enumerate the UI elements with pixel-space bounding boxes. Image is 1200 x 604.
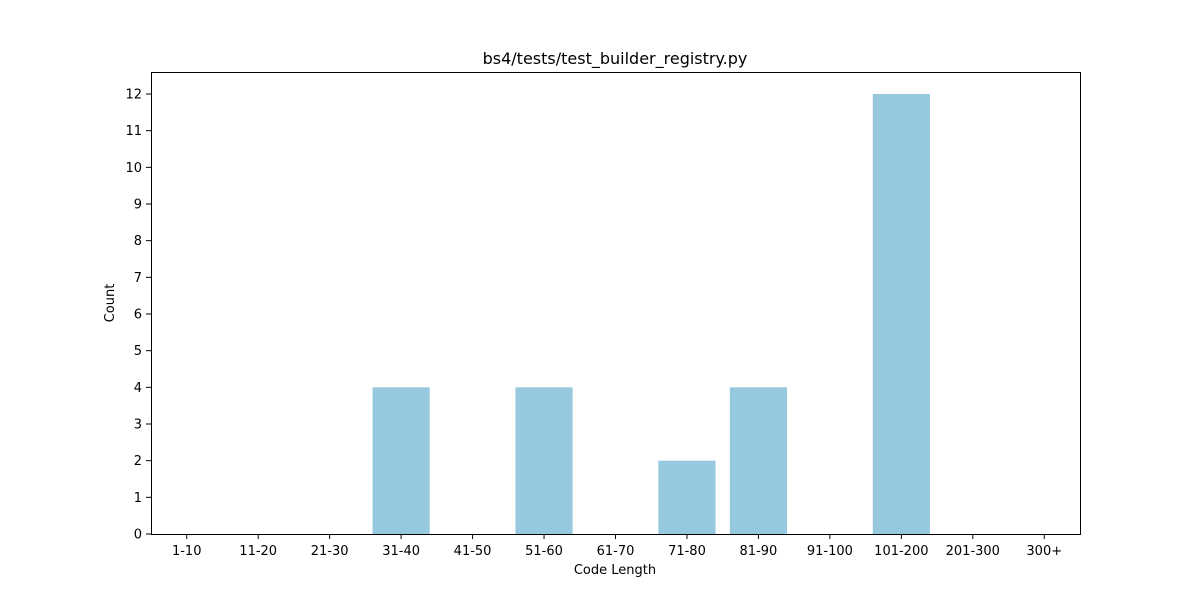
bar-51-60 (515, 387, 573, 534)
bar-101-200 (872, 94, 930, 534)
x-tick-label: 81-90 (740, 544, 778, 559)
y-tick-label: 11 (125, 124, 142, 139)
y-axis-label: Count (103, 284, 118, 323)
bar-31-40 (372, 387, 430, 534)
y-tick-label: 5 (134, 344, 142, 359)
x-axis-label: Code Length (574, 563, 656, 578)
x-tick-label: 21-30 (311, 544, 349, 559)
x-tick-label: 41-50 (454, 544, 492, 559)
y-tick-label: 8 (134, 234, 142, 249)
y-tick-label: 3 (134, 418, 142, 433)
x-axis-ticks: 1-10 11-20 21-30 31-40 41-50 51-60 61-70 71-80 8… (172, 534, 1062, 559)
bars-layer (372, 94, 930, 534)
x-tick-label: 101-200 (874, 544, 928, 559)
y-tick-label: 6 (134, 308, 142, 323)
y-tick-label: 0 (134, 528, 142, 543)
x-tick-label: 11-20 (239, 544, 277, 559)
chart-title: bs4/tests/test_builder_registry.py (483, 49, 748, 69)
x-tick-label: 201-300 (946, 544, 1000, 559)
y-tick-label: 9 (134, 198, 142, 213)
x-tick-label: 31-40 (382, 544, 420, 559)
y-tick-label: 4 (134, 381, 142, 396)
x-tick-label: 1-10 (172, 544, 202, 559)
y-tick-label: 7 (134, 271, 142, 286)
x-tick-label: 61-70 (597, 544, 635, 559)
x-tick-label: 51-60 (525, 544, 563, 559)
x-tick-label: 300+ (1026, 544, 1062, 559)
x-tick-label: 91-100 (807, 544, 853, 559)
y-tick-label: 12 (125, 88, 142, 103)
x-tick-label: 71-80 (668, 544, 706, 559)
bar-81-90 (729, 387, 788, 534)
y-tick-label: 1 (134, 491, 142, 506)
y-tick-label: 10 (125, 161, 142, 176)
bar-71-80 (658, 460, 716, 534)
plot-area-frame (151, 72, 1081, 535)
y-tick-label: 2 (134, 454, 142, 469)
